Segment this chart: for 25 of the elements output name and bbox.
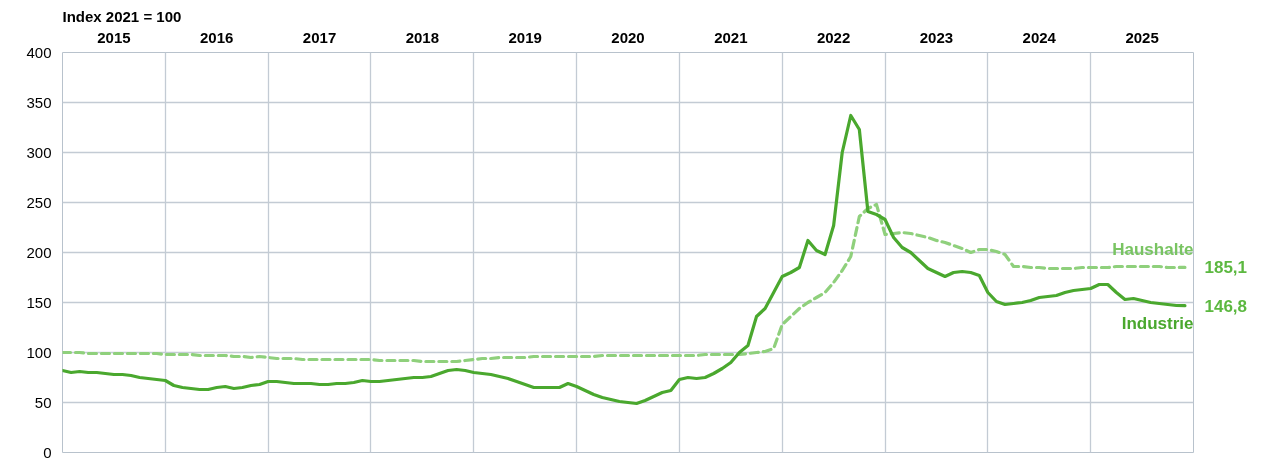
y-tick-label: 50	[34, 393, 52, 411]
x-tick-label: 2022	[816, 28, 851, 46]
x-tick-label: 2019	[508, 28, 542, 46]
y-tick-label: 250	[26, 193, 52, 211]
x-tick-label: 2021	[714, 28, 748, 46]
x-tick-label: 2017	[302, 28, 337, 46]
chart-title: Index 2021 = 100	[62, 7, 182, 25]
y-tick-label: 350	[26, 93, 52, 111]
x-tick-label: 2016	[200, 28, 234, 46]
x-tick-label: 2015	[97, 28, 131, 46]
y-tick-label: 400	[26, 43, 52, 61]
annotation: 185,1	[1204, 258, 1248, 278]
x-tick-label: 2024	[1022, 28, 1057, 46]
y-tick-label: 100	[26, 343, 52, 361]
x-tick-label: 2025	[1125, 28, 1159, 46]
y-tick-label: 150	[26, 293, 52, 311]
y-tick-label: 200	[26, 243, 52, 261]
x-tick-label: 2023	[919, 28, 954, 46]
y-tick-label: 0	[43, 443, 52, 461]
x-tick-label: 2018	[405, 28, 440, 46]
x-tick-label: 2020	[611, 28, 645, 46]
annotation: 146,8	[1204, 296, 1248, 316]
series-label: Haushalte	[1112, 240, 1194, 260]
series-label: Industrie	[1121, 313, 1194, 333]
y-tick-label: 300	[26, 143, 52, 161]
